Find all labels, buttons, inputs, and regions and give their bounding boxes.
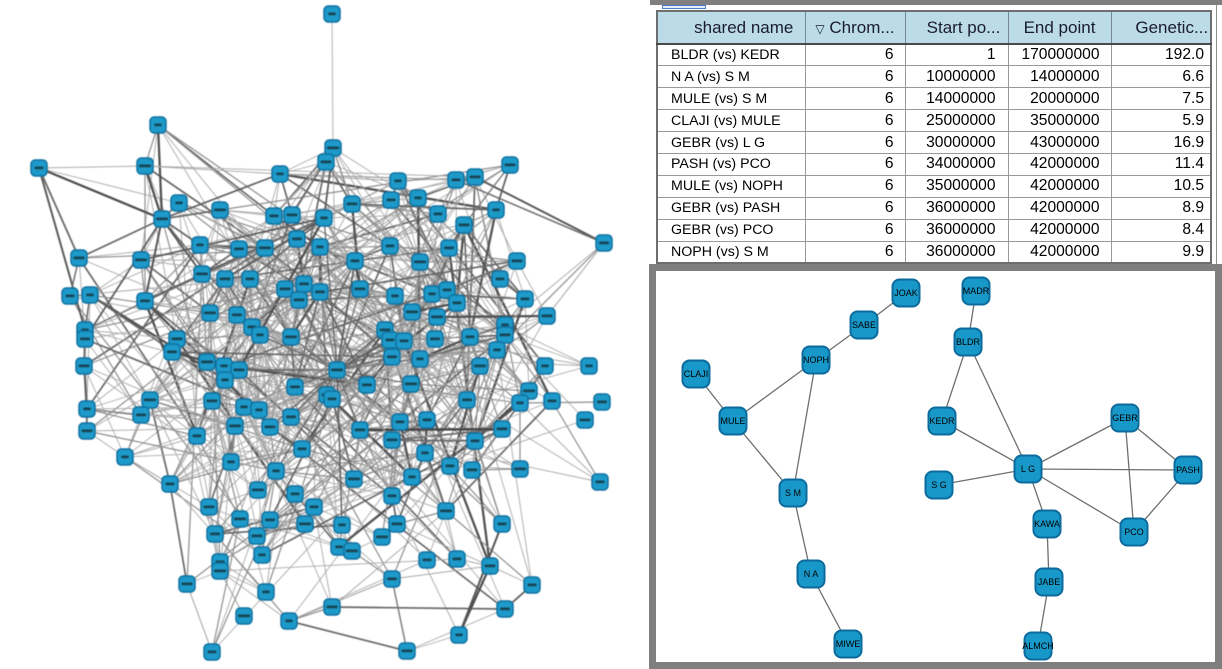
svg-text:N A: N A bbox=[804, 569, 819, 579]
svg-text:S M: S M bbox=[785, 488, 801, 498]
svg-text:PASH: PASH bbox=[1176, 465, 1200, 475]
svg-text:MIWE: MIWE bbox=[836, 639, 861, 649]
svg-text:S G: S G bbox=[931, 480, 947, 490]
svg-text:KAWA: KAWA bbox=[1034, 519, 1060, 529]
svg-text:ALMCH: ALMCH bbox=[1022, 641, 1054, 651]
svg-text:NOPH: NOPH bbox=[803, 355, 829, 365]
svg-text:JABE: JABE bbox=[1038, 577, 1061, 587]
svg-text:MULE: MULE bbox=[720, 416, 745, 426]
svg-text:SABE: SABE bbox=[852, 320, 876, 330]
svg-text:BLDR: BLDR bbox=[956, 337, 981, 347]
svg-text:JOAK: JOAK bbox=[894, 288, 918, 298]
svg-text:GEBR: GEBR bbox=[1112, 413, 1138, 423]
svg-text:L G: L G bbox=[1021, 464, 1035, 474]
svg-text:CLAJI: CLAJI bbox=[684, 369, 709, 379]
svg-text:MADR: MADR bbox=[963, 286, 990, 296]
svg-text:PCO: PCO bbox=[1124, 527, 1144, 537]
svg-text:KEDR: KEDR bbox=[929, 416, 955, 426]
